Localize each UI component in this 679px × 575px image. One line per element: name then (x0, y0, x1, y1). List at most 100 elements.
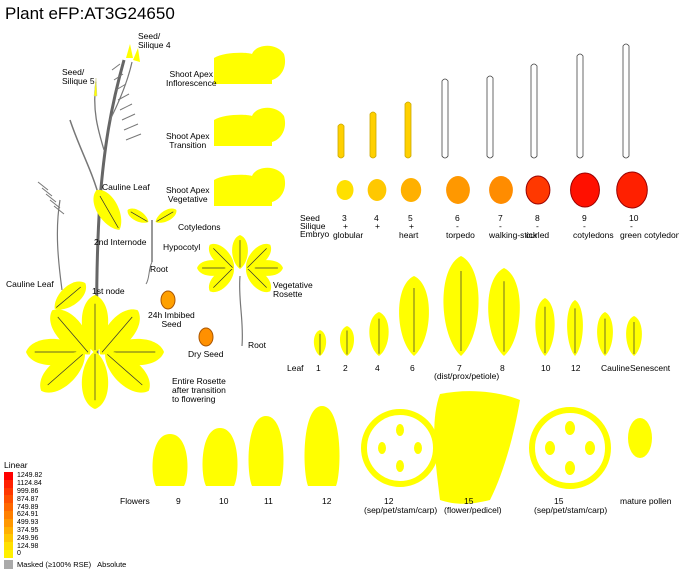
masked-legend: Masked (≥100% RSE) Absolute (4, 560, 126, 569)
seed-silique-4-shape-b (133, 48, 140, 62)
imbibed-seed-label: 24h Imbibed Seed (148, 310, 195, 329)
cotyledon-right-vein (156, 211, 174, 222)
seed-silique-4-label: Seed/Silique 4 (138, 31, 171, 50)
veg-rosette-leaf-vein (247, 248, 267, 268)
silique-outline (45, 193, 57, 203)
seed-stage-10 (616, 171, 648, 209)
flower-12-part (396, 460, 404, 472)
flower-15-part (565, 461, 575, 475)
flower-stage-label: 12 (384, 496, 394, 506)
legend-row: 1124.84 (4, 479, 42, 488)
cauline-leaf-left-label: Cauline Leaf (6, 279, 54, 289)
silique-outline (113, 73, 124, 81)
legend-row: 749.89 (4, 503, 42, 511)
legend-swatch (4, 549, 13, 558)
shoot-apex-label: Shoot Apex Inflorescence (166, 69, 217, 88)
veg-rosette-leaf-vein (247, 268, 267, 288)
legend-value: 749.89 (17, 503, 39, 511)
leaf-stage-6 (535, 298, 555, 356)
veg-rosette-leaf (232, 235, 248, 269)
shoot-apex-transition (214, 107, 286, 146)
seed-stage-num: 7 (498, 213, 503, 223)
legend-row: 1249.82 (4, 472, 42, 480)
mature-pollen (628, 418, 652, 458)
cauline-leaf-left (54, 281, 87, 310)
seed-stage-7 (489, 176, 513, 204)
leaf-stage-0 (313, 330, 327, 356)
cauline-leaf-upper-vein (99, 195, 119, 229)
flower-sublabel: (sep/pet/stam/carp) (364, 505, 438, 515)
silique (441, 78, 449, 159)
legend-swatch (4, 526, 13, 535)
seed-row-label: Silique (300, 221, 326, 231)
veg-root (239, 275, 243, 347)
rosette-leaf-vein (107, 354, 143, 386)
cotyledon-left-vein (130, 211, 148, 222)
seed-stage-8 (525, 175, 551, 205)
rosette-leaf (99, 309, 140, 355)
silique-outline (121, 113, 136, 121)
leaf-stage-label: 6 (410, 363, 415, 373)
seed-stage-silique: - (536, 221, 539, 231)
page-title: Plant eFP:AT3G24650 (5, 4, 175, 23)
branch-stem (69, 119, 101, 201)
flower-15-part (565, 421, 575, 435)
seed-stage-6 (446, 176, 470, 204)
veg-rosette-leaf-vein (213, 248, 233, 268)
seed-stage-3 (336, 180, 354, 200)
leaf-stage-5 (488, 268, 520, 356)
cotyledon-left (127, 208, 149, 223)
silique-outline (53, 205, 65, 215)
legend-row: 874.87 (4, 495, 42, 504)
leaf-stage-label: 7 (457, 363, 462, 373)
legend-swatch (4, 479, 13, 488)
rosette-leaf (105, 351, 150, 393)
leaf-stage-label: 1 (316, 363, 321, 373)
rosette-leaf (81, 351, 109, 409)
hypocotyl-label: Hypocotyl (163, 242, 201, 252)
absolute-label: Absolute (97, 560, 127, 569)
side-branch (56, 199, 63, 291)
flower-stage-label: 15 (554, 496, 564, 506)
seed-stage-num: 5 (408, 213, 413, 223)
leaf-sublabel: (dist/prox/petiole) (434, 371, 500, 381)
veg-rosette-leaf-vein (213, 268, 233, 288)
seed-stage-silique: - (499, 221, 502, 231)
legend-value: 499.93 (17, 519, 39, 527)
imbibed-seed (160, 290, 176, 310)
flower-15-ring (529, 407, 611, 489)
flower-15-inflorescence (434, 391, 520, 504)
silique (486, 75, 494, 159)
cotyledon-right (155, 208, 177, 223)
legend-row: 624.91 (4, 510, 42, 519)
silique-outline (115, 83, 127, 91)
seed-stage-embryo: heart (399, 230, 419, 240)
legend-swatch (4, 510, 13, 519)
branch-stem-3 (109, 61, 133, 121)
legend-value: 374.95 (17, 526, 39, 534)
silique (622, 43, 630, 159)
rosette-leaf (40, 351, 85, 393)
flower-15-part (545, 441, 555, 455)
flower-12-part (378, 442, 386, 454)
seed-stage-num: 3 (342, 213, 347, 223)
silique (337, 123, 345, 159)
flower-row-label: Flowers (120, 496, 150, 506)
legend-title: Linear (4, 460, 28, 470)
legend-value: 124.98 (17, 542, 39, 550)
veg-rosette-label: Vegetative Rosette (273, 280, 313, 299)
seed-stage-4 (367, 179, 387, 201)
seed-stage-num: 6 (455, 213, 460, 223)
flower-stage-label: 11 (264, 496, 273, 506)
leaf-stage-label: 2 (343, 363, 348, 373)
rosette-leaf-vein (101, 316, 133, 353)
seed-stage-silique: + (343, 221, 348, 231)
legend-value: 0 (17, 550, 21, 558)
leaf-stage-1 (339, 326, 355, 356)
flower-15-part (585, 441, 595, 455)
leaf-stage-label: 10 (541, 363, 551, 373)
seed-stage-silique: + (375, 221, 380, 231)
veg-rosette-leaf (246, 267, 272, 293)
seed-stage-5 (400, 178, 422, 202)
